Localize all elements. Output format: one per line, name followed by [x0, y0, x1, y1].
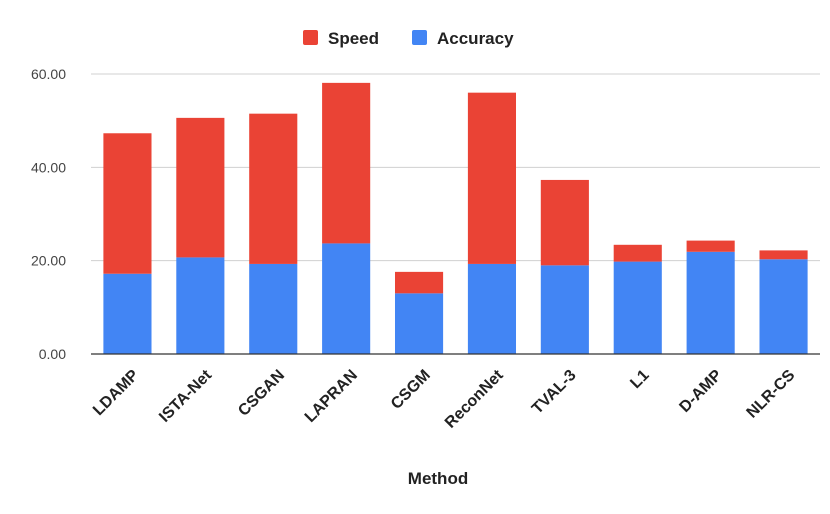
x-tick-label-csgan: CSGAN [235, 367, 288, 420]
bar-accuracy-tval-3 [540, 265, 589, 354]
x-tick-label-nlr-cs: NLR-CS [744, 367, 799, 422]
bar-speed-reconnet [467, 92, 517, 264]
x-tick-label-lapran: LAPRAN [302, 367, 361, 426]
x-tick-label-l1: L1 [627, 367, 652, 392]
bar-accuracy-lapran [322, 243, 371, 354]
bar-accuracy-csgm [394, 293, 444, 354]
bar-speed-d-amp [686, 240, 735, 252]
y-tick-label: 0.00 [39, 346, 66, 362]
x-tick-label-ista-net: ISTA-Net [156, 366, 215, 425]
bar-accuracy-d-amp [686, 251, 735, 354]
y-axis-ticks: 0.00 20.00 40.00 60.00 [31, 66, 66, 362]
x-axis-ticks: LDAMP ISTA-Net CSGAN LAPRAN CSGM ReconNet TVAL… [90, 366, 799, 431]
x-tick-label-csgm: CSGM [388, 367, 434, 413]
bar-speed-ista-net [176, 117, 225, 258]
legend-swatch-speed [303, 30, 318, 45]
x-tick-label-d-amp: D-AMP [676, 367, 725, 416]
bar-accuracy-reconnet [467, 263, 517, 354]
x-axis-title: Method [408, 469, 468, 488]
bars [103, 82, 808, 354]
x-tick-label-ldamp: LDAMP [90, 367, 142, 419]
y-tick-label: 20.00 [31, 253, 66, 269]
bar-speed-tval-3 [540, 179, 589, 266]
bar-accuracy-csgan [249, 263, 298, 354]
legend-label-speed: Speed [328, 29, 379, 48]
bar-accuracy-nlr-cs [759, 259, 808, 354]
bar-speed-ldamp [103, 133, 152, 274]
bar-speed-lapran [322, 82, 371, 244]
y-tick-label: 60.00 [31, 66, 66, 82]
legend-swatch-accuracy [412, 30, 427, 45]
bar-speed-nlr-cs [759, 250, 808, 260]
x-tick-label-reconnet: ReconNet [442, 366, 507, 431]
y-tick-label: 40.00 [31, 159, 66, 175]
bar-speed-csgan [249, 113, 298, 264]
x-tick-label-tval-3: TVAL-3 [529, 367, 580, 418]
bar-accuracy-ista-net [176, 257, 225, 354]
legend-label-accuracy: Accuracy [437, 29, 514, 48]
bar-accuracy-ldamp [103, 273, 152, 354]
bar-accuracy-l1 [613, 261, 662, 354]
bar-speed-csgm [394, 271, 444, 294]
bar-speed-l1 [613, 244, 662, 262]
legend: Speed Accuracy [303, 29, 514, 48]
